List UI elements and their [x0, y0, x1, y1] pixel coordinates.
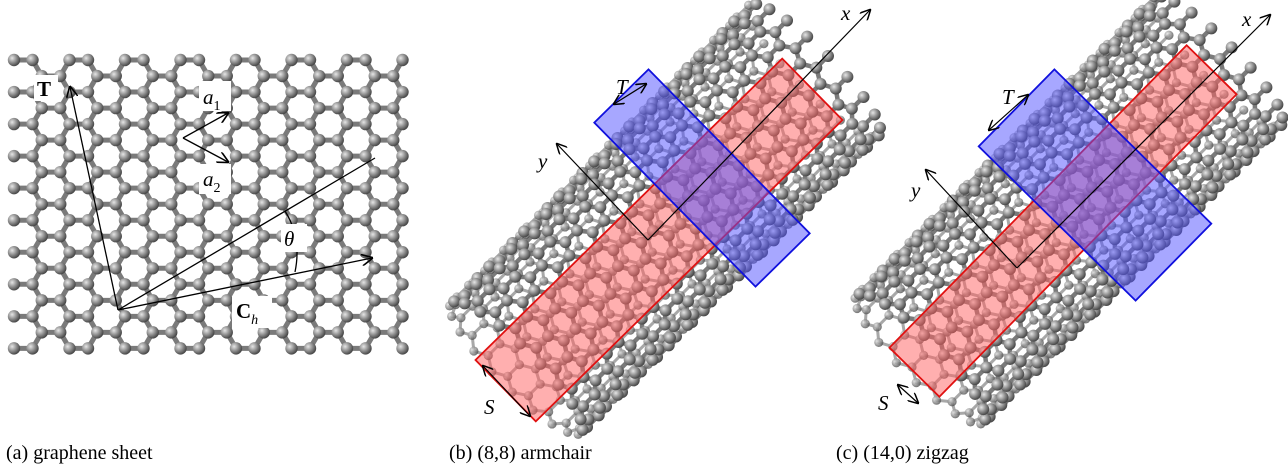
- Ch-vector: [117, 258, 372, 311]
- a1-label: a1: [203, 85, 221, 114]
- lattice-vectors: [70, 87, 376, 311]
- zigzag-unit-cells: [888, 43, 1238, 399]
- armchair-nanotube-panel: x y T S: [445, 0, 886, 439]
- lattice-atoms: [7, 53, 409, 355]
- armchair-S-arrow: [483, 366, 530, 416]
- a2-label: a2: [203, 167, 221, 196]
- zigzag-T-arrow: [989, 95, 1028, 130]
- zigzag-x-axis: [1016, 15, 1270, 269]
- T-label: T: [37, 77, 51, 101]
- armchair-x-axis: [647, 10, 870, 241]
- theta-label: θ: [284, 227, 294, 251]
- armchair-T-arrow: [614, 84, 646, 104]
- zigzag-S-label: S: [878, 391, 889, 415]
- caption-armchair: (b) (8,8) armchair: [449, 442, 592, 464]
- zigzag-x-label: x: [1241, 7, 1252, 31]
- zigzag-S-arrow: [898, 385, 918, 403]
- armchair-T-label: T: [616, 75, 629, 99]
- zigzag-T-label: T: [1002, 85, 1015, 109]
- T-vector: [70, 87, 119, 311]
- zigzag-axes: [898, 15, 1270, 403]
- Ch-label: Ch: [236, 299, 258, 328]
- zigzag-nanotube-panel: x y T S: [850, 0, 1288, 429]
- zigzag-labels: x y T S: [878, 7, 1252, 415]
- zigzag-y-axis: [926, 170, 1018, 269]
- armchair-axes: [483, 10, 870, 416]
- a1-vector: [182, 113, 228, 139]
- caption-graphene-sheet: (a) graphene sheet: [6, 442, 153, 464]
- panel-a-labels: T a1 a2 θ Ch: [34, 75, 307, 328]
- zigzag-y-label: y: [909, 178, 921, 202]
- armchair-y-label: y: [536, 149, 548, 173]
- armchair-labels: x y T S: [484, 1, 851, 419]
- a2-vector: [182, 137, 228, 162]
- armchair-direction-line: [117, 157, 376, 311]
- graphene-sheet-panel: T a1 a2 θ Ch: [7, 53, 409, 355]
- armchair-S-label: S: [484, 395, 495, 419]
- armchair-y-axis: [557, 144, 649, 241]
- caption-zigzag: (c) (14,0) zigzag: [836, 442, 969, 464]
- armchair-x-label: x: [840, 1, 851, 25]
